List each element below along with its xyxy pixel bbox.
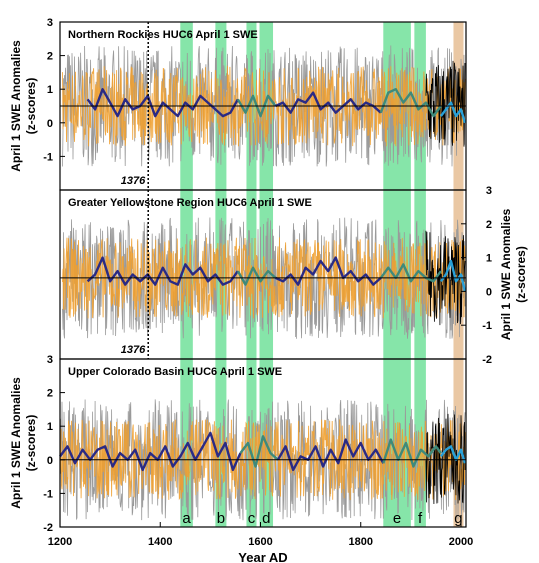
- band-label-d: d: [262, 510, 270, 527]
- y-tick-label: 2: [47, 388, 53, 400]
- series-navy-2: [276, 438, 385, 472]
- band-label-e: e: [393, 510, 401, 527]
- band-label-b: b: [217, 510, 225, 527]
- observed-line: [425, 413, 466, 505]
- y-tick-label: 1: [47, 84, 53, 96]
- band-label-a: a: [182, 510, 191, 527]
- y-axis-unit: (z-scores): [24, 78, 38, 135]
- y-axis-label: April 1 SWE Anomalies: [499, 208, 513, 340]
- observed-line: [425, 60, 466, 147]
- series-teal-1: [239, 435, 279, 468]
- series-teal-3: [382, 438, 442, 468]
- panel-title: Upper Colorado Basin HUC6 April 1 SWE: [68, 366, 282, 378]
- x-tick-label: 2000: [449, 536, 473, 548]
- band-label-c: c: [248, 510, 256, 527]
- y-tick-label: -2: [482, 354, 492, 366]
- plot-frames: [59, 21, 467, 528]
- y-axis-unit: (z-scores): [514, 246, 528, 303]
- y-tick-label: 1: [486, 253, 492, 265]
- y-tick-label: -1: [482, 320, 492, 332]
- x-tick-label: 1600: [248, 536, 272, 548]
- panel-title: Greater Yellowstone Region HUC6 April 1 …: [68, 197, 312, 209]
- y-tick-label: 3: [486, 185, 492, 197]
- x-tick-label: 1800: [348, 536, 372, 548]
- y-tick-label: 1: [47, 421, 53, 433]
- y-tick-label: 2: [47, 51, 53, 63]
- y-axis-label: April 1 SWE Anomalies: [9, 377, 23, 509]
- panel-frame: [59, 358, 467, 528]
- chart-text: a b c d e f g 1376 Northern Rockies HUC6 April 1…: [9, 17, 528, 563]
- y-tick-label: -1: [43, 151, 53, 163]
- band-label-f: f: [418, 510, 423, 527]
- y-axis-label: April 1 SWE Anomalies: [9, 40, 23, 172]
- y-tick-label: 0: [47, 455, 53, 467]
- y-axis-unit: (z-scores): [24, 415, 38, 472]
- x-tick-label: 1200: [48, 536, 72, 548]
- panel-title: Northern Rockies HUC6 April 1 SWE: [68, 29, 258, 41]
- series-navy-2: [275, 91, 382, 114]
- observed-line: [425, 230, 466, 326]
- y-tick-label: 3: [47, 354, 53, 366]
- y-tick-label: 0: [486, 286, 492, 298]
- series-navy-0: [86, 88, 239, 118]
- series-teal-3: [379, 263, 442, 283]
- band-label-g: g: [454, 510, 462, 527]
- series-teal-3: [379, 88, 442, 118]
- ensemble-spread: [59, 45, 466, 521]
- y-tick-label: -2: [43, 522, 53, 534]
- series-cyan-4: [439, 445, 467, 464]
- orange-ensemble-line: [59, 419, 466, 501]
- series-cyan-4: [439, 101, 467, 124]
- x-axis-label: Year AD: [238, 550, 287, 563]
- y-tick-label: 3: [47, 17, 53, 29]
- series-teal-1: [236, 266, 277, 286]
- vline-label-1376: 1376: [121, 344, 146, 356]
- y-tick-label: -1: [43, 488, 53, 500]
- vline-label-1376: 1376: [121, 175, 146, 187]
- y-tick-label: 2: [486, 219, 492, 231]
- x-tick-label: 1400: [148, 536, 172, 548]
- y-tick-label: 0: [47, 118, 53, 130]
- series-cyan-4: [439, 259, 467, 292]
- reference-lines: [60, 22, 466, 461]
